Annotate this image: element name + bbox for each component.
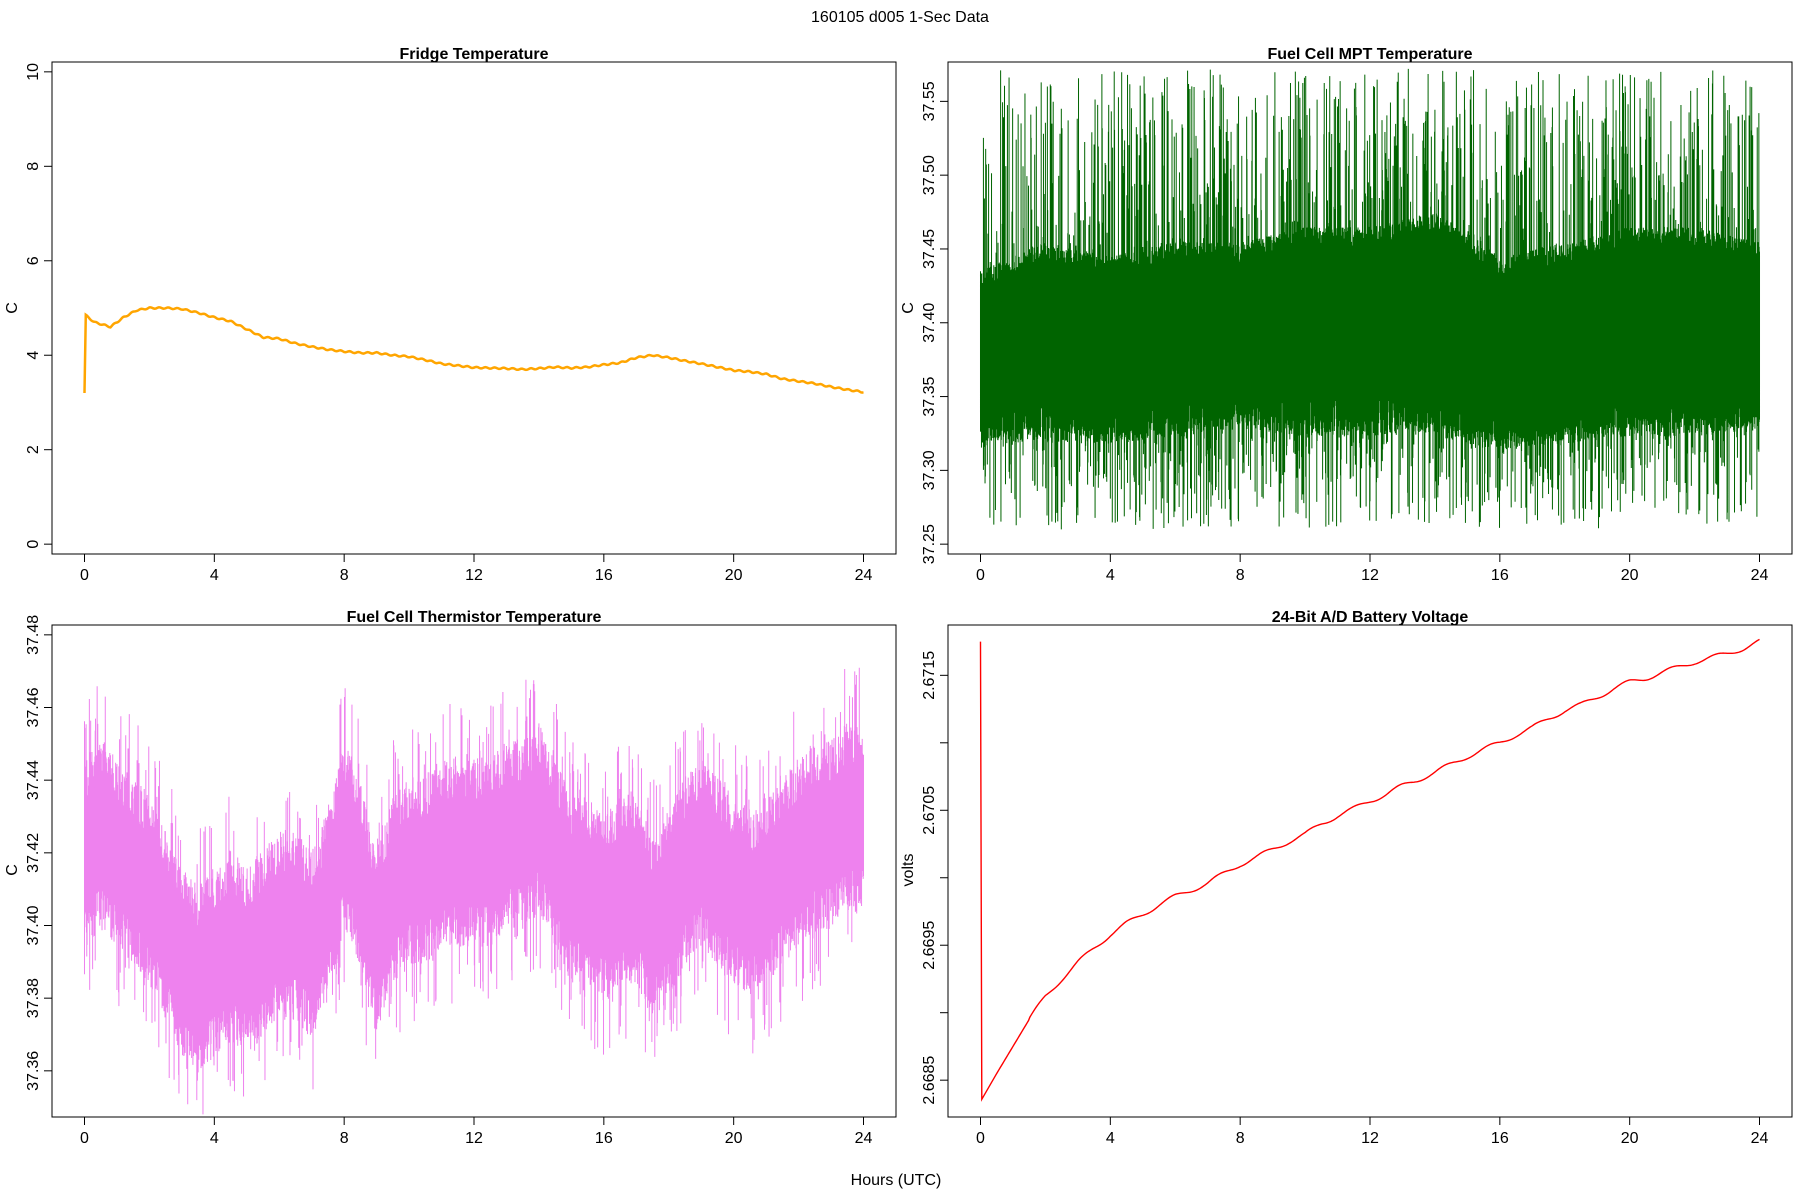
x-tick-label: 4 xyxy=(210,567,219,584)
series-line xyxy=(83,306,864,394)
y-tick-label: 10 xyxy=(25,63,42,81)
y-tick-label: 37.25 xyxy=(921,524,938,564)
x-tick-label: 0 xyxy=(80,1130,89,1147)
x-tick-label: 8 xyxy=(1236,567,1245,584)
y-axis-label: volts xyxy=(900,854,917,887)
x-tick-label: 20 xyxy=(725,1130,743,1147)
x-tick-label: 16 xyxy=(1491,567,1509,584)
y-tick-label: 2.6705 xyxy=(921,786,938,835)
y-tick-label: 37.48 xyxy=(25,615,42,655)
y-tick-label: 37.42 xyxy=(25,833,42,873)
figure-x-axis-label: Hours (UTC) xyxy=(851,1172,942,1189)
y-tick-label: 37.35 xyxy=(921,376,938,416)
x-tick-label: 20 xyxy=(1621,567,1639,584)
y-tick-label: 4 xyxy=(25,351,42,360)
y-axis-label: C xyxy=(900,302,917,314)
y-tick-label: 37.40 xyxy=(921,303,938,343)
y-tick-label: 2.6715 xyxy=(921,651,938,700)
x-tick-label: 24 xyxy=(1751,567,1769,584)
x-tick-label: 8 xyxy=(1236,1130,1245,1147)
y-tick-label: 8 xyxy=(25,162,42,171)
x-tick-label: 0 xyxy=(80,567,89,584)
x-tick-label: 12 xyxy=(465,567,483,584)
x-tick-label: 16 xyxy=(595,567,613,584)
y-tick-label: 37.36 xyxy=(25,1051,42,1091)
panel-title: Fuel Cell MPT Temperature xyxy=(1267,46,1472,63)
series-band xyxy=(980,251,1760,416)
x-tick-label: 24 xyxy=(855,1130,873,1147)
y-tick-label: 6 xyxy=(25,256,42,265)
x-tick-label: 24 xyxy=(855,567,873,584)
y-axis-label: C xyxy=(4,864,21,876)
series-line xyxy=(979,638,1760,1102)
panel-fuel-cell-mpt-temperature: Fuel Cell MPT Temperature C 0 4 8 12 16 20 24 3… xyxy=(900,46,1793,584)
x-tick-label: 8 xyxy=(340,567,349,584)
y-axis-label: C xyxy=(4,302,21,314)
x-tick-label: 12 xyxy=(1361,567,1379,584)
y-tick-label: 37.40 xyxy=(25,905,42,945)
y-tick-label: 2.6685 xyxy=(921,1056,938,1105)
x-tick-label: 8 xyxy=(340,1130,349,1147)
y-tick-label: 37.44 xyxy=(25,760,42,800)
x-tick-label: 24 xyxy=(1751,1130,1769,1147)
x-tick-label: 20 xyxy=(725,567,743,584)
y-tick-label: 2.6695 xyxy=(921,921,938,970)
y-tick-label: 37.55 xyxy=(921,81,938,121)
plot-frame xyxy=(947,624,1793,1118)
y-tick-label: 37.50 xyxy=(921,155,938,195)
x-tick-label: 0 xyxy=(976,567,985,584)
panel-title: Fuel Cell Thermistor Temperature xyxy=(347,609,602,626)
y-tick-label: 37.46 xyxy=(25,687,42,727)
y-tick-label: 2 xyxy=(25,445,42,454)
panel-battery-voltage: 24-Bit A/D Battery Voltage volts 0 4 8 12 16… xyxy=(900,609,1793,1147)
x-tick-label: 12 xyxy=(465,1130,483,1147)
x-tick-label: 4 xyxy=(1106,567,1115,584)
panel-title: 24-Bit A/D Battery Voltage xyxy=(1272,609,1469,626)
y-tick-label: 0 xyxy=(25,540,42,549)
series-band xyxy=(84,762,864,1035)
y-tick-label: 37.38 xyxy=(25,978,42,1018)
x-tick-label: 20 xyxy=(1621,1130,1639,1147)
x-tick-label: 16 xyxy=(595,1130,613,1147)
x-tick-label: 0 xyxy=(976,1130,985,1147)
x-tick-label: 12 xyxy=(1361,1130,1379,1147)
y-tick-label: 37.45 xyxy=(921,229,938,269)
x-tick-label: 4 xyxy=(1106,1130,1115,1147)
panel-title: Fridge Temperature xyxy=(399,46,548,63)
x-tick-label: 4 xyxy=(210,1130,219,1147)
y-tick-label: 37.30 xyxy=(921,450,938,490)
figure-title: 160105 d005 1-Sec Data xyxy=(811,9,989,26)
x-tick-label: 16 xyxy=(1491,1130,1509,1147)
panel-fuel-cell-thermistor-temperature: Fuel Cell Thermistor Temperature C 0 4 8 12… xyxy=(4,609,897,1147)
